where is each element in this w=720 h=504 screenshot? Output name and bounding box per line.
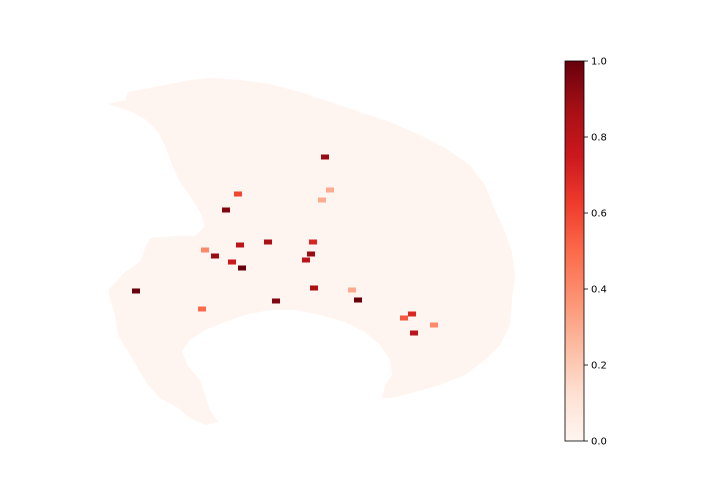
- colorbar-tick-label-5: 1.0: [591, 57, 607, 68]
- colorbar-tick-label-2: 0.4: [591, 285, 607, 296]
- heatmap-hotspot-17: [354, 297, 362, 303]
- colorbar-tick-label-3: 0.6: [591, 209, 607, 220]
- heatmap-hotspot-10: [307, 251, 315, 257]
- heatmap-hotspot-1: [234, 191, 242, 197]
- heatmap-hotspot-8: [228, 259, 236, 265]
- heatmap-hotspot-18: [348, 287, 356, 293]
- heatmap-hotspot-20: [408, 311, 416, 317]
- heatmap-hotspot-9: [309, 239, 317, 245]
- heatmap-hotspot-6: [201, 247, 209, 253]
- heatmap-hotspot-0: [321, 154, 329, 160]
- heatmap-hotspot-14: [132, 288, 140, 294]
- colorbar: 0.0 0.2 0.4 0.6 0.8 1.0: [564, 57, 607, 448]
- heatmap-hotspot-23: [198, 306, 206, 312]
- heatmap-hotspot-15: [272, 298, 280, 304]
- heatmap-hotspot-4: [264, 239, 272, 245]
- colorbar-tick-label-0: 0.0: [591, 437, 607, 448]
- colorbar-tick-label-1: 0.2: [591, 361, 607, 372]
- heatmap-hotspot-16: [310, 285, 318, 291]
- heatmap-hotspot-5: [211, 253, 219, 259]
- colorbar-ticks: 0.0 0.2 0.4 0.6 0.8 1.0: [584, 57, 607, 448]
- heatmap-hotspot-7: [238, 265, 246, 271]
- heatmap-hotspot-21: [410, 330, 418, 336]
- heatmap-hotspot-11: [302, 257, 310, 263]
- heatmap-hotspot-3: [236, 242, 244, 248]
- hotspots-layer: [132, 154, 438, 336]
- heatmap-hotspot-13: [318, 197, 326, 203]
- heatmap-hotspot-12: [326, 187, 334, 193]
- heatmap-hotspot-19: [400, 315, 408, 321]
- heatmap-plot: [108, 78, 515, 425]
- heatmap-hotspot-2: [222, 207, 230, 213]
- colorbar-gradient: [564, 60, 585, 442]
- heatmap-hotspot-22: [430, 322, 438, 328]
- colorbar-tick-label-4: 0.8: [591, 133, 607, 144]
